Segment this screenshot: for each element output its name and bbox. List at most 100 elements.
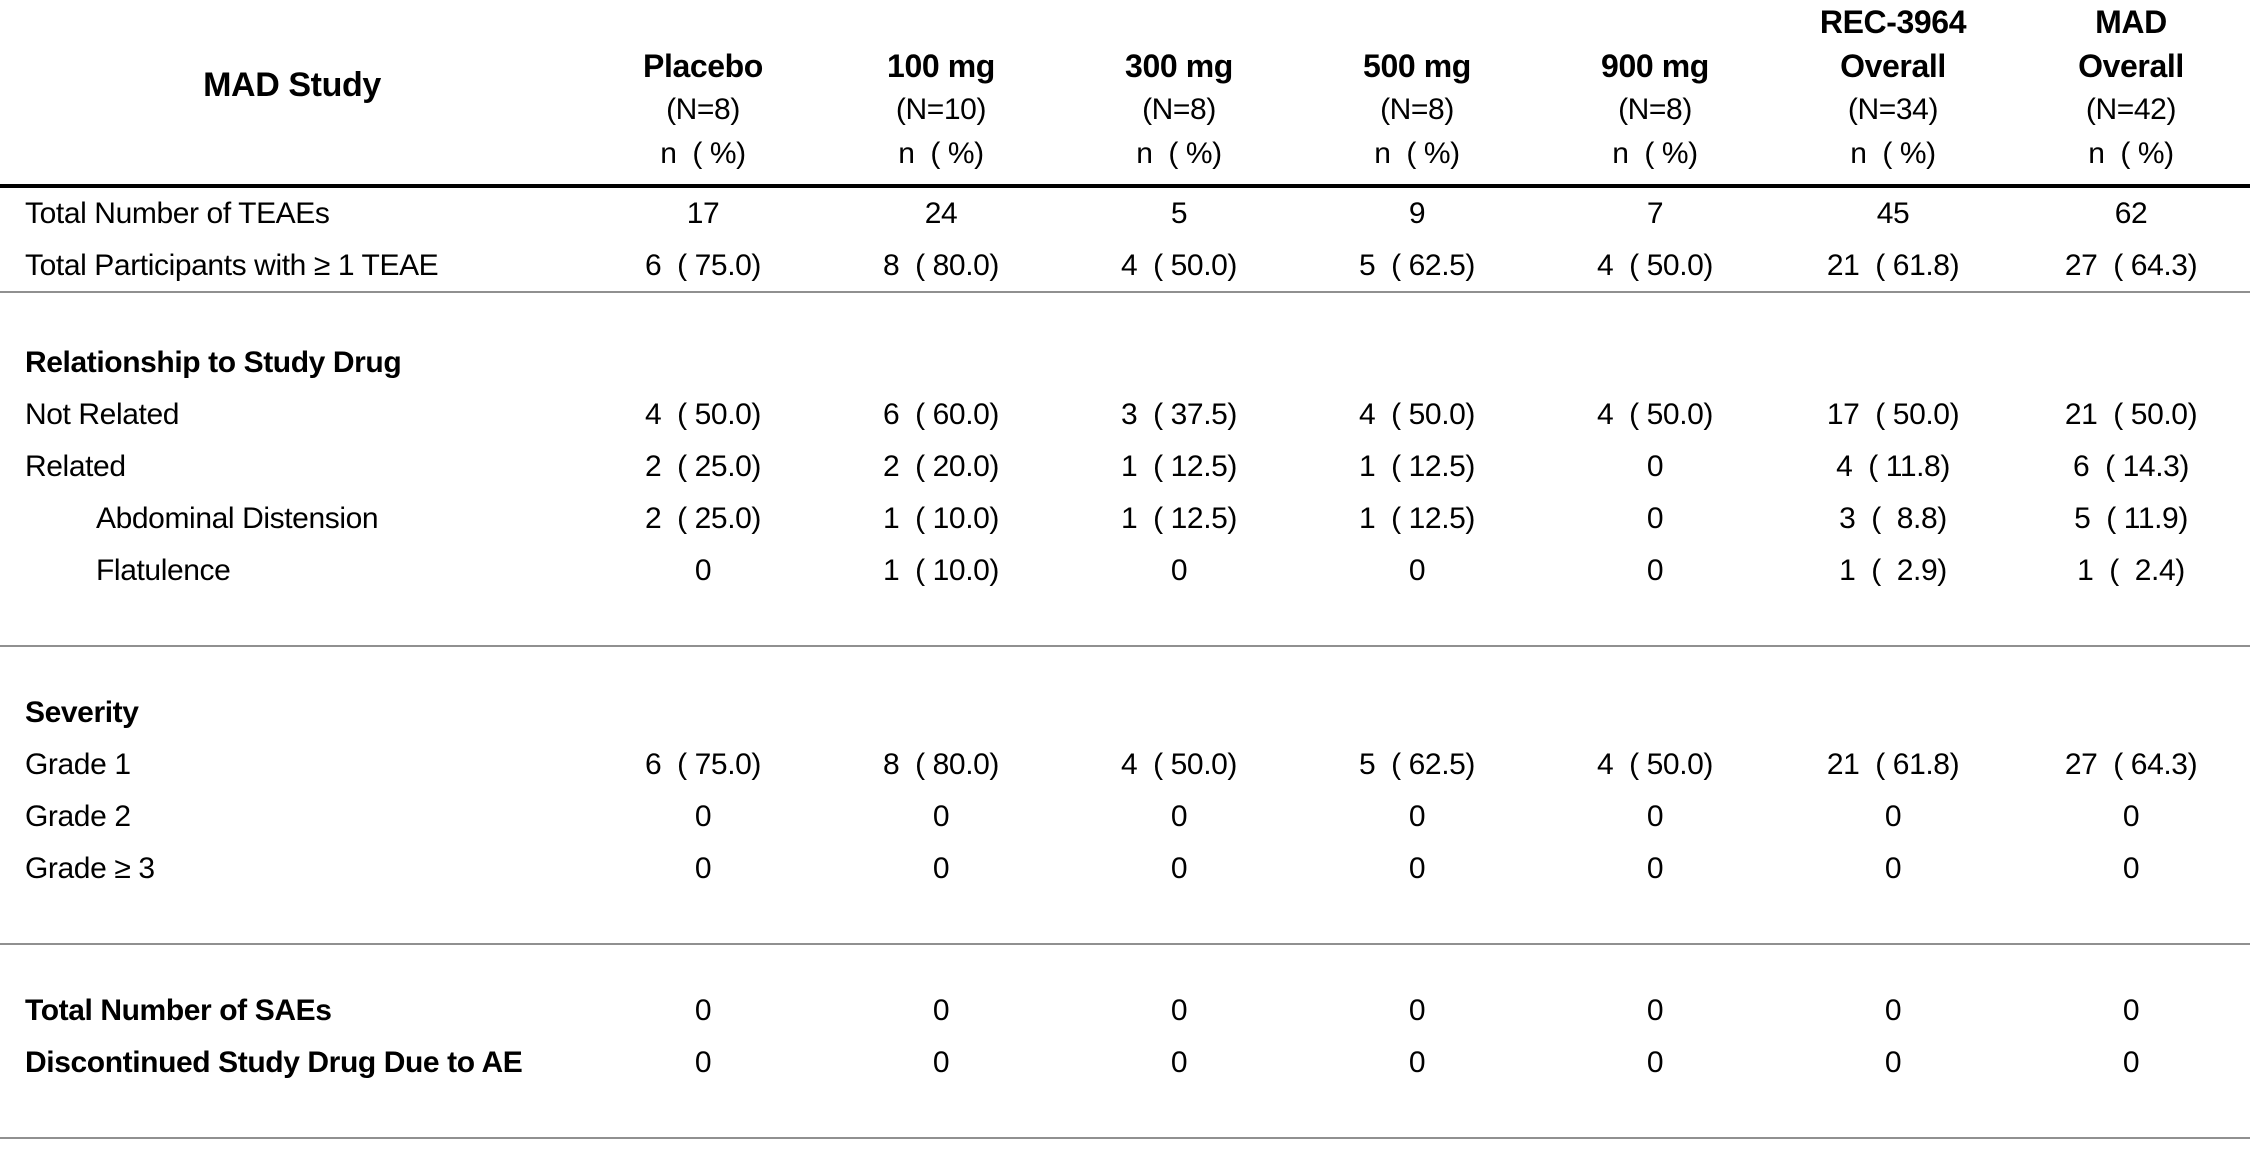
data-cell: 1 ( 12.5) bbox=[1120, 502, 1238, 535]
row-label: Total Number of SAEs bbox=[25, 994, 332, 1027]
column-header-7: MAD Overall (N=42) n ( %) bbox=[2012, 0, 2250, 188]
data-cell: 0 bbox=[1408, 800, 1426, 833]
data-cell: 17 bbox=[686, 197, 720, 230]
table-body: Total Number of TEAEs 17 24 5 9 7 45 62 Total Pa… bbox=[0, 188, 2250, 1089]
column-n-label: (N=34) bbox=[1847, 93, 1939, 126]
data-cell: 0 bbox=[694, 994, 712, 1027]
data-cell: 1 ( 10.0) bbox=[882, 502, 1000, 535]
table-bottom-rule bbox=[0, 1137, 2250, 1139]
table-header: MAD Study Placebo (N=8) n ( %) 100 mg (N=10) n… bbox=[0, 0, 2250, 188]
section-divider-line bbox=[0, 943, 2250, 945]
data-cell: 0 bbox=[1408, 1046, 1426, 1079]
data-cell: 0 bbox=[694, 852, 712, 885]
data-cell: 3 ( 8.8) bbox=[1839, 502, 1947, 535]
column-stat-label: n ( %) bbox=[1612, 137, 1698, 170]
column-n-label: (N=8) bbox=[1618, 93, 1692, 126]
table-row: Total Number of TEAEs 17 24 5 9 7 45 62 bbox=[0, 188, 2250, 240]
data-cell: 0 bbox=[694, 554, 712, 587]
column-n-label: (N=8) bbox=[666, 93, 740, 126]
data-cell: 0 bbox=[2122, 994, 2140, 1027]
column-title: 500 mg bbox=[1363, 48, 1471, 84]
data-cell: 0 bbox=[1408, 994, 1426, 1027]
column-header-6: REC-3964 Overall (N=34) n ( %) bbox=[1774, 0, 2012, 188]
row-label: Grade 1 bbox=[25, 748, 131, 781]
data-cell: 45 bbox=[1876, 197, 1910, 230]
column-title: REC-3964 Overall bbox=[1819, 4, 1967, 84]
column-stat-label: n ( %) bbox=[2088, 137, 2174, 170]
row-label: Total Number of TEAEs bbox=[25, 197, 330, 230]
table-header-row: MAD Study Placebo (N=8) n ( %) 100 mg (N=10) n… bbox=[0, 0, 2250, 188]
data-cell: 0 bbox=[1408, 554, 1426, 587]
section-divider-line bbox=[0, 291, 2250, 293]
data-cell: 4 ( 50.0) bbox=[1120, 249, 1238, 282]
column-header-4: 500 mg (N=8) n ( %) bbox=[1298, 0, 1536, 188]
data-cell: 1 ( 2.9) bbox=[1839, 554, 1947, 587]
data-cell: 17 ( 50.0) bbox=[1826, 398, 1960, 431]
table-row: Not Related 4 ( 50.0) 6 ( 60.0) 3 ( 37.5) 4 … bbox=[0, 389, 2250, 441]
data-cell: 2 ( 20.0) bbox=[882, 450, 1000, 483]
table-row: Flatulence 0 1 ( 10.0) 0 0 0 1 ( 2.9) 1 ( 2.4) bbox=[0, 545, 2250, 597]
row-label: Discontinued Study Drug Due to AE bbox=[25, 1046, 523, 1079]
data-cell: 4 ( 50.0) bbox=[1596, 249, 1714, 282]
table-row: Abdominal Distension 2 ( 25.0) 1 ( 10.0) 1 … bbox=[0, 493, 2250, 545]
column-title: 100 mg bbox=[887, 48, 995, 84]
data-cell: 4 ( 50.0) bbox=[1596, 748, 1714, 781]
column-stat-label: n ( %) bbox=[1374, 137, 1460, 170]
column-title: 900 mg bbox=[1601, 48, 1709, 84]
data-cell: 21 ( 61.8) bbox=[1826, 249, 1960, 282]
data-cell: 3 ( 37.5) bbox=[1120, 398, 1238, 431]
table-row: Related 2 ( 25.0) 2 ( 20.0) 1 ( 12.5) 1 ( 12… bbox=[0, 441, 2250, 493]
data-cell: 0 bbox=[932, 852, 950, 885]
column-stat-label: n ( %) bbox=[1136, 137, 1222, 170]
data-cell: 1 ( 12.5) bbox=[1120, 450, 1238, 483]
data-cell: 24 bbox=[924, 197, 958, 230]
data-cell: 0 bbox=[1646, 450, 1664, 483]
table-row: Discontinued Study Drug Due to AE 0 0 0 0 0 0 0 bbox=[0, 1037, 2250, 1089]
column-stat-label: n ( %) bbox=[898, 137, 984, 170]
data-cell: 0 bbox=[1170, 1046, 1188, 1079]
row-label: Flatulence bbox=[96, 554, 231, 587]
data-cell: 0 bbox=[694, 800, 712, 833]
mad-study-teae-table: MAD Study Placebo (N=8) n ( %) 100 mg (N=10) n… bbox=[0, 0, 2250, 1089]
column-header-5: 900 mg (N=8) n ( %) bbox=[1536, 0, 1774, 188]
data-cell: 5 ( 11.9) bbox=[2074, 502, 2188, 535]
data-cell: 0 bbox=[932, 800, 950, 833]
data-cell: 0 bbox=[1408, 852, 1426, 885]
data-cell: 0 bbox=[2122, 852, 2140, 885]
table-row: Grade 2 0 0 0 0 0 0 0 bbox=[0, 791, 2250, 843]
data-cell: 5 ( 62.5) bbox=[1358, 748, 1476, 781]
data-cell: 0 bbox=[694, 1046, 712, 1079]
data-cell: 62 bbox=[2114, 197, 2148, 230]
table-row: Grade 1 6 ( 75.0) 8 ( 80.0) 4 ( 50.0) 5 ( 62… bbox=[0, 739, 2250, 791]
data-cell: 0 bbox=[2122, 1046, 2140, 1079]
data-cell: 0 bbox=[1884, 1046, 1902, 1079]
column-header-3: 300 mg (N=8) n ( %) bbox=[1060, 0, 1298, 188]
row-label: Not Related bbox=[25, 398, 180, 431]
data-cell: 21 ( 50.0) bbox=[2064, 398, 2198, 431]
data-cell: 8 ( 80.0) bbox=[882, 748, 1000, 781]
data-cell: 0 bbox=[932, 1046, 950, 1079]
data-cell: 21 ( 61.8) bbox=[1826, 748, 1960, 781]
column-stat-label: n ( %) bbox=[660, 137, 746, 170]
section-header: Relationship to Study Drug bbox=[25, 346, 402, 379]
column-title: 300 mg bbox=[1125, 48, 1233, 84]
row-label: Abdominal Distension bbox=[96, 502, 379, 535]
section-header: Severity bbox=[25, 696, 139, 729]
data-cell: 6 ( 14.3) bbox=[2072, 450, 2190, 483]
column-title: Placebo bbox=[643, 48, 763, 84]
row-label: Total Participants with ≥ 1 TEAE bbox=[25, 249, 439, 282]
column-header-2: 100 mg (N=10) n ( %) bbox=[822, 0, 1060, 188]
table-row: Grade ≥ 3 0 0 0 0 0 0 0 bbox=[0, 843, 2250, 895]
data-cell: 1 ( 12.5) bbox=[1358, 450, 1476, 483]
data-cell: 1 ( 12.5) bbox=[1358, 502, 1476, 535]
data-cell: 0 bbox=[1170, 994, 1188, 1027]
data-cell: 4 ( 50.0) bbox=[1596, 398, 1714, 431]
table-row: Total Number of SAEs 0 0 0 0 0 0 0 bbox=[0, 895, 2250, 1037]
data-cell: 0 bbox=[1646, 554, 1664, 587]
table-row: Total Participants with ≥ 1 TEAE 6 ( 75.0… bbox=[0, 240, 2250, 292]
data-cell: 5 bbox=[1170, 197, 1188, 230]
data-cell: 0 bbox=[932, 994, 950, 1027]
data-cell: 2 ( 25.0) bbox=[644, 502, 762, 535]
column-n-label: (N=42) bbox=[2085, 93, 2177, 126]
